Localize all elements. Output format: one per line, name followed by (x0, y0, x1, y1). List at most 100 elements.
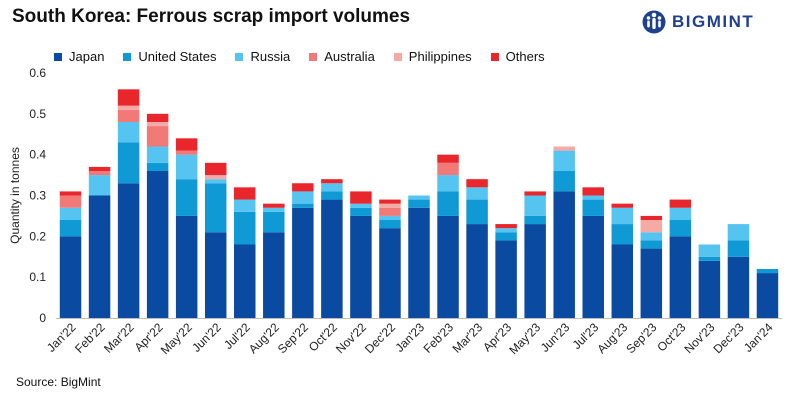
bar-segment (669, 220, 692, 237)
bar-segment (524, 191, 546, 196)
x-tick-label: Jun'23 (538, 320, 573, 355)
bar-segment (553, 146, 575, 151)
bar-segment (553, 150, 575, 171)
bar-segment (495, 224, 517, 229)
brand-logo: BIGMINT (642, 9, 754, 35)
x-tick-label: Jan'23 (392, 320, 427, 355)
legend-swatch (123, 52, 132, 61)
y-tick-label: 0.3 (29, 189, 46, 203)
bar-segment (524, 195, 546, 216)
legend-swatch (490, 52, 499, 61)
x-tick-label: Aug'23 (594, 320, 630, 356)
bar-segment (466, 179, 488, 188)
x-tick-label: Mar'22 (101, 320, 137, 356)
bar-segment (146, 171, 169, 318)
y-tick-label: 0.2 (29, 229, 46, 243)
bar-segment (437, 191, 459, 216)
x-tick-label: Sep'22 (275, 320, 311, 356)
bar-segment (437, 162, 459, 176)
bar-segment (640, 248, 663, 318)
bar-segment (321, 191, 343, 200)
x-tick-label: Sep'23 (623, 320, 659, 356)
bar-segment (117, 122, 140, 143)
legend-item: Japan (54, 49, 104, 64)
bar-segment (437, 215, 459, 318)
y-tick-label: 0.5 (29, 107, 46, 121)
bar-segment (553, 191, 575, 318)
bar-segment (88, 166, 111, 171)
bar-segment (495, 232, 517, 241)
bar-segment (669, 199, 692, 208)
bar-segment (640, 232, 663, 241)
legend-swatch (54, 52, 62, 61)
x-tick-label: Feb'22 (72, 320, 108, 356)
bar-segment (495, 240, 517, 318)
bar-segment (263, 207, 285, 212)
bar-segment (59, 220, 82, 237)
bar-segment (727, 224, 750, 241)
bar-segment (263, 232, 285, 318)
bar-segment (756, 273, 779, 318)
bar-segment (234, 244, 256, 318)
bar-segment (408, 195, 430, 200)
y-tick-label: 0 (39, 311, 46, 325)
bar-segment (321, 199, 343, 318)
bar-segment (727, 240, 750, 257)
legend-item: United States (123, 49, 216, 64)
bar-segment (321, 183, 343, 192)
bar-segment (582, 215, 604, 318)
bar-segment (727, 256, 750, 318)
bar-segment (59, 195, 82, 208)
bar-segment (640, 215, 663, 220)
bar-segment (611, 203, 634, 208)
bar-segment (204, 183, 227, 233)
bar-segment (495, 228, 517, 233)
chart-legend: Japan United States Russia Australia Philipp… (54, 49, 564, 64)
bar-segment (379, 220, 401, 229)
bar-segment (350, 207, 372, 216)
bar-segment (263, 211, 285, 233)
legend-item: Philippines (393, 49, 472, 64)
bar-segment (292, 183, 314, 192)
x-tick-label: Jan'22 (44, 320, 79, 355)
legend-label: Philippines (408, 49, 472, 64)
legend-swatch (235, 52, 244, 61)
bar-segment (234, 187, 256, 200)
bar-segment (204, 232, 227, 318)
bar-segment (640, 220, 663, 233)
bar-segment (204, 162, 227, 176)
bar-segment (234, 211, 256, 245)
x-tick-label: Jun'22 (189, 320, 224, 355)
bar-segment (379, 199, 401, 204)
y-tick-label: 0.1 (29, 270, 46, 284)
legend-label: Russia (250, 49, 291, 64)
bar-segment (582, 195, 604, 200)
bar-segment (117, 109, 140, 122)
bar-segment (146, 162, 169, 171)
bar-segment (117, 183, 140, 318)
legend-item: Russia (235, 49, 290, 64)
x-tick-label: Nov'23 (681, 320, 717, 356)
bar-segment (146, 126, 169, 147)
x-tick-label: May'22 (158, 320, 195, 357)
bar-segment (146, 146, 169, 163)
bar-segment (379, 215, 401, 220)
bar-segment (466, 224, 488, 318)
bar-segment (611, 207, 634, 225)
bar-segment (698, 244, 721, 257)
bar-segment (234, 199, 256, 212)
bar-segment (204, 175, 227, 180)
x-tick-label: Feb'23 (421, 320, 457, 356)
bar-segment (204, 179, 227, 184)
bar-segment (88, 175, 111, 196)
bar-segment (88, 195, 111, 318)
legend-swatch (393, 52, 402, 61)
bar-segment (59, 207, 82, 220)
legend-item: Others (490, 49, 545, 64)
x-tick-label: Aug'22 (246, 320, 282, 356)
bar-segment (59, 191, 82, 196)
bar-segment (524, 224, 546, 318)
logo-text: BIGMINT (672, 12, 755, 31)
bar-segment (437, 175, 459, 192)
bar-segment (379, 207, 401, 216)
